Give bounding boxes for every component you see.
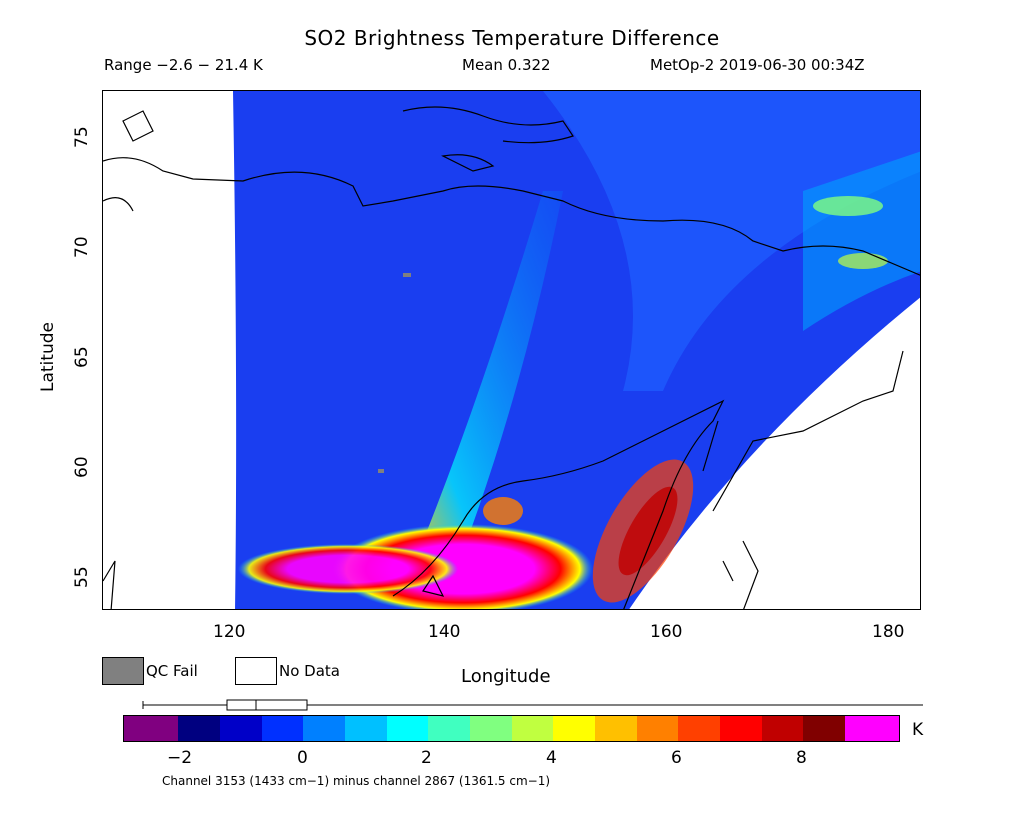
colorbar-segment <box>428 716 470 741</box>
colorbar-segment <box>678 716 720 741</box>
colorbar-segment <box>761 716 804 741</box>
coastline <box>122 110 154 142</box>
qc-fail-label: QC Fail <box>146 662 198 680</box>
colorbar-segment <box>344 716 387 741</box>
coastline <box>742 540 759 609</box>
coastline <box>402 106 574 144</box>
colorbar-caption: Channel 3153 (1433 cm−1) minus channel 2… <box>162 774 551 788</box>
qc-fail-pixel <box>378 469 384 473</box>
map-plot-area[interactable] <box>102 90 921 610</box>
mean-text: Mean 0.322 <box>462 56 551 74</box>
colorbar-segment <box>178 716 220 741</box>
colorbar-segment <box>553 716 595 741</box>
x-tick-label: 120 <box>213 622 246 642</box>
colorbar-tick: 6 <box>671 748 682 768</box>
colorbar-segment <box>124 716 179 741</box>
coastline <box>103 157 920 276</box>
colorbar-segment <box>469 716 512 741</box>
colorbar-segment <box>386 716 429 741</box>
colorbar-tick: 8 <box>796 748 807 768</box>
plume-hotspot <box>618 486 678 576</box>
y-tick-label: 60 <box>72 456 92 478</box>
colorbar-segment <box>303 716 345 741</box>
plume-band <box>423 191 563 551</box>
coastline <box>422 574 445 597</box>
coastline <box>712 350 904 512</box>
no-data-label: No Data <box>279 662 340 680</box>
colorbar-segment <box>219 716 262 741</box>
value-distribution-boxplot <box>142 699 923 711</box>
coastline <box>103 197 134 212</box>
colorbar-segment <box>803 716 845 741</box>
colorbar-segment <box>261 716 304 741</box>
map-title: SO2 Brightness Temperature Difference <box>304 26 720 50</box>
x-axis-label: Longitude <box>461 666 551 687</box>
plume-hotspot <box>238 544 458 594</box>
qc-fail-pixel <box>403 273 411 277</box>
coastline <box>392 399 725 609</box>
x-tick-label: 160 <box>650 622 683 642</box>
colorbar-segment <box>719 716 762 741</box>
colorbar-unit: K <box>912 720 924 740</box>
colorbar-tick: −2 <box>167 748 193 768</box>
no-data-swatch <box>235 657 277 685</box>
range-text: Range −2.6 − 21.4 K <box>104 56 263 74</box>
satellite-time-text: MetOp-2 2019-06-30 00:34Z <box>650 56 865 74</box>
y-tick-label: 75 <box>72 126 92 148</box>
colorbar-segment <box>844 716 900 741</box>
x-tick-label: 180 <box>872 622 905 642</box>
colorbar-segment <box>594 716 637 741</box>
colorbar-tick: 0 <box>297 748 308 768</box>
hotspot-arctic <box>813 196 883 216</box>
qc-fail-swatch <box>102 657 144 685</box>
plume-hotspot <box>483 497 523 525</box>
y-tick-label: 65 <box>72 346 92 368</box>
colorbar-tick: 4 <box>546 748 557 768</box>
swath-map <box>103 91 920 609</box>
y-axis-label: Latitude <box>38 322 58 392</box>
coastline <box>103 560 116 609</box>
y-tick-label: 55 <box>72 566 92 588</box>
y-tick-label: 70 <box>72 236 92 258</box>
colorbar <box>123 715 900 742</box>
coastline <box>441 154 495 172</box>
coastline <box>702 420 719 472</box>
swath-stripe <box>803 151 920 331</box>
colorbar-segment <box>636 716 679 741</box>
colorbar-segment <box>511 716 554 741</box>
x-tick-label: 140 <box>428 622 461 642</box>
hotspot-arctic <box>838 253 888 269</box>
swath-stripe <box>543 91 920 391</box>
coastline <box>722 560 734 582</box>
colorbar-tick: 2 <box>421 748 432 768</box>
